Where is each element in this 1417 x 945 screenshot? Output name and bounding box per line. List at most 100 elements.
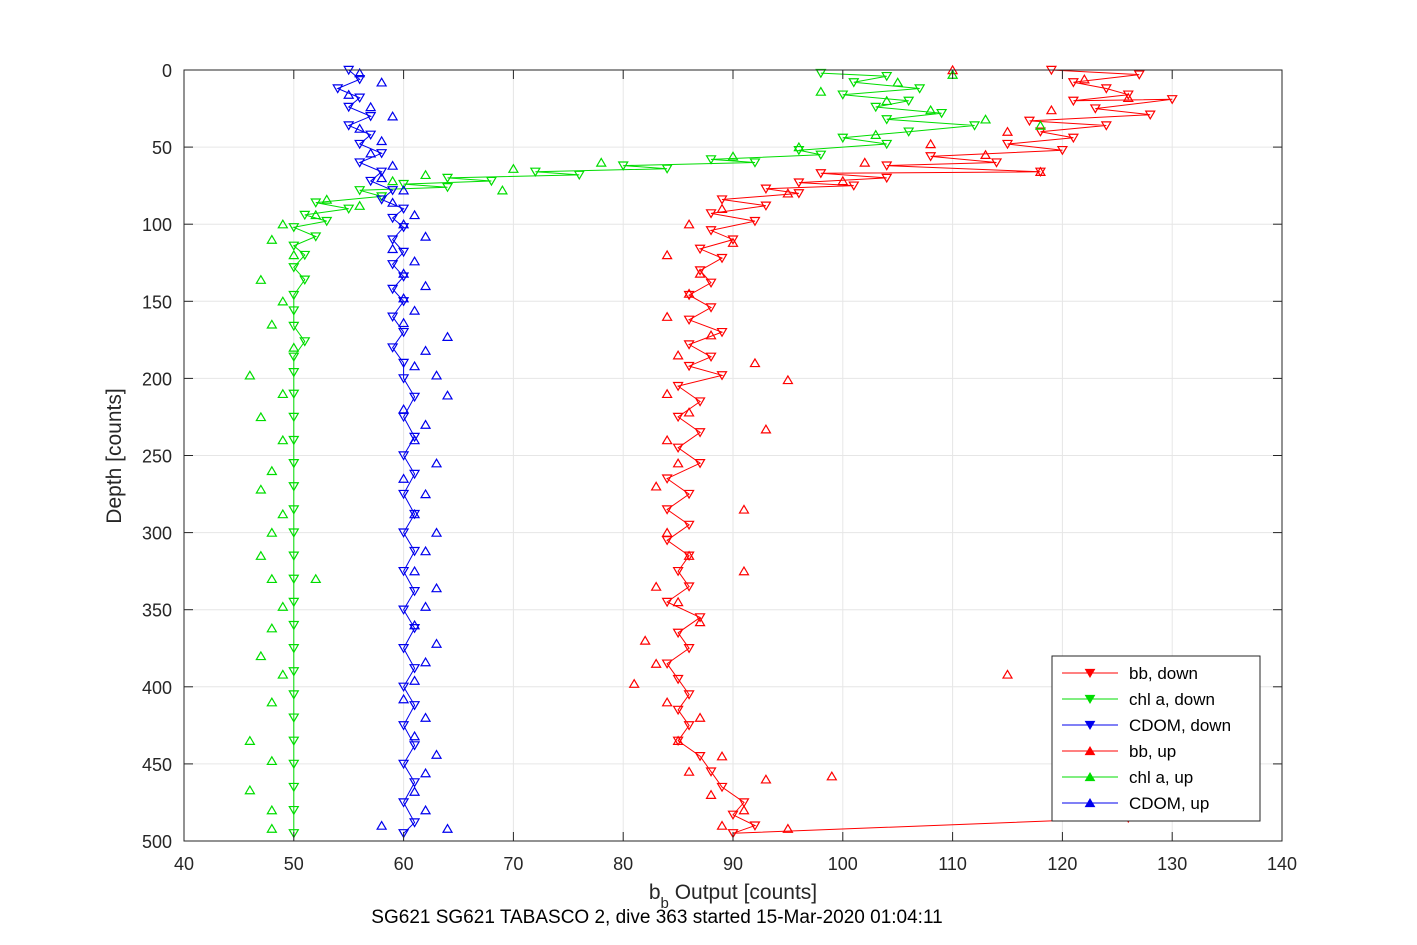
data-point-cdom-down [398,798,410,808]
data-point-bb-down [661,474,673,484]
data-point-bb-up [694,616,706,627]
data-point-cdom-down [387,312,399,322]
data-point-cdom-up [409,730,421,741]
data-point-cdom-up [441,331,454,341]
data-point-bb-up [683,218,695,229]
data-point-bb-up [749,357,761,368]
data-point-chl-a-up [266,622,278,633]
data-point-bb-down [672,628,684,639]
legend-label: CDOM, up [1129,794,1209,813]
data-point-chl-a-down [288,597,300,608]
data-point-chl-a-up [595,157,607,167]
x-axis-label-subscript: b [661,895,669,912]
data-point-bb-up [1034,166,1046,176]
data-point-cdom-down [365,112,377,122]
legend-entry-chl-a-down: chl a, down [1062,690,1215,709]
data-point-bb-up [782,374,794,385]
data-point-cdom-down [387,284,399,295]
data-point-chl-a-up [727,151,739,161]
data-point-bb-down [683,690,695,700]
data-point-bb-down [683,520,695,531]
data-point-bb-up [925,138,937,149]
data-point-chl-a-down [299,275,311,285]
data-point-chl-a-up [266,465,278,476]
data-point-bb-down [881,173,893,184]
data-point-chl-a-down [299,250,311,261]
data-point-chl-a-up [1034,120,1046,130]
data-point-chl-a-down [288,805,300,816]
data-point-cdom-up [430,638,443,648]
data-point-bb-down [760,201,772,211]
x-tick-label: 110 [938,854,967,874]
data-point-chl-a-up [496,185,508,195]
data-point-bb-down [705,352,717,363]
data-point-bb-down [683,290,695,301]
y-tick-label: 150 [142,292,172,312]
x-tick-label: 90 [723,854,743,874]
data-point-chl-a-down [288,306,300,316]
data-point-chl-a-down [288,290,300,301]
data-point-chl-a-down [969,121,981,131]
data-point-bb-down [694,751,706,762]
data-point-chl-a-up [255,650,267,661]
data-point-chl-a-down [529,167,541,178]
y-axis-ticks: 0 50 100 150 200 250 300 350 400 450 500 [142,61,1282,852]
data-point-chl-a-down [288,782,300,793]
data-point-chl-a-up [310,573,322,584]
data-point-chl-a-up [387,175,399,186]
data-point-bb-up [683,766,695,776]
data-point-bb-down [1166,95,1178,105]
legend-marker [1084,797,1096,808]
data-point-chl-a-down [441,173,454,184]
data-point-bb-down [694,459,706,469]
data-point-bb-down [672,412,684,423]
data-point-chl-a-down [288,241,300,252]
data-point-chl-a-up [266,804,278,815]
data-point-cdom-up [398,292,410,303]
data-point-chl-a-down [705,155,717,165]
data-point-cdom-up [387,243,399,254]
data-point-cdom-down [376,195,388,205]
data-point-bb-down [683,644,695,654]
data-point-cdom-down [354,93,366,103]
x-axis-label-rest: Output [counts] [669,881,817,904]
series-line-chl-a-down [292,72,975,834]
data-point-cdom-down [409,778,421,788]
data-point-bb-down [683,489,695,500]
data-point-cdom-up [441,823,454,833]
data-point-chl-a-up [266,527,278,537]
data-point-chl-a-down [288,551,300,561]
legend-label: bb, up [1129,742,1176,761]
legend-entry-cdom-up: CDOM, up [1062,794,1209,813]
data-point-cdom-up [420,231,432,241]
data-point-cdom-down [376,149,388,159]
data-point-chl-a-down [321,216,333,227]
legend-label: chl a, down [1129,690,1215,709]
data-point-bb-up [694,712,706,722]
data-point-cdom-up [420,601,432,611]
data-point-chl-a-up [255,550,267,560]
data-point-cdom-up [420,656,432,667]
legend-label: CDOM, down [1129,716,1231,735]
data-point-bb-down [793,178,805,188]
data-point-bb-up [1045,104,1057,115]
data-point-cdom-up [420,488,432,499]
data-point-cdom-down [398,605,410,615]
x-tick-label: 140 [1267,854,1297,874]
y-tick-label: 50 [152,138,172,158]
data-point-chl-a-down [881,71,893,82]
data-point-bb-down [716,327,728,338]
data-point-cdom-up [398,185,410,195]
data-point-bb-down [1056,145,1068,156]
data-point-cdom-down [398,644,410,654]
data-point-cdom-down [354,139,366,150]
y-tick-label: 100 [142,215,172,235]
data-point-bb-down [727,829,739,839]
data-point-bb-down [683,721,695,731]
data-point-bb-down [1100,84,1112,94]
data-point-bb-down [716,253,728,264]
data-point-bb-down [881,161,893,171]
data-point-bb-up [672,735,684,745]
data-point-bb-down [683,340,695,350]
data-point-chl-a-down [288,667,300,677]
